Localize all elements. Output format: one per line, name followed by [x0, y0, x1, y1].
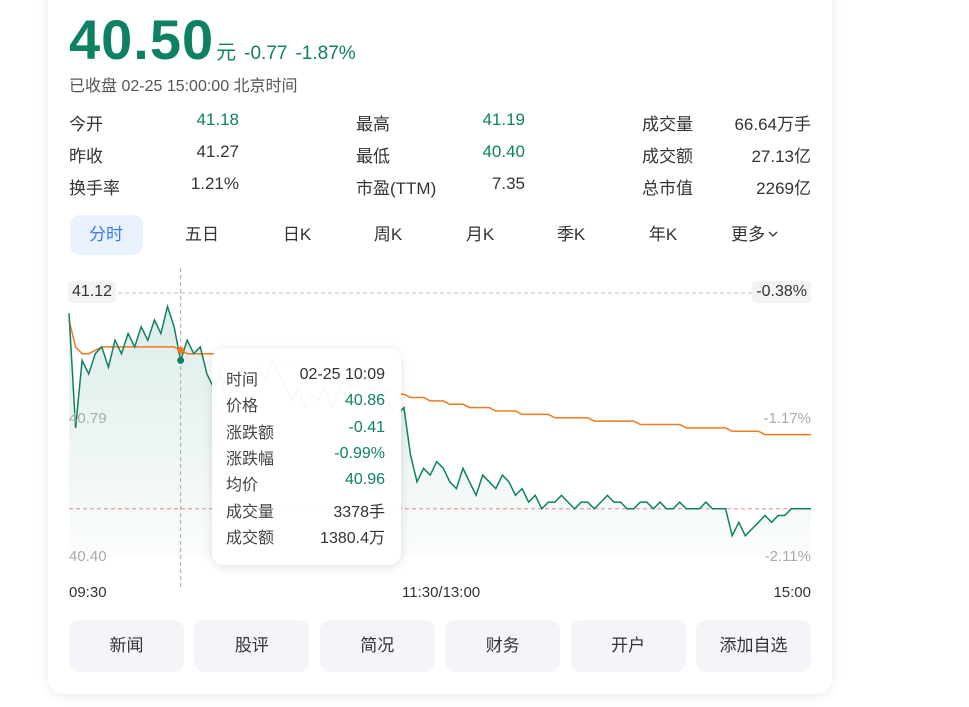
- stat-label: 今开: [69, 115, 103, 134]
- tooltip-key: 时间: [226, 372, 259, 389]
- tooltip-value: 40.96: [344, 471, 385, 489]
- tab-0[interactable]: 分时: [69, 215, 143, 255]
- stat-label: 换手率: [69, 179, 120, 198]
- tooltip-key: 涨跌额: [226, 424, 275, 442]
- tab-4[interactable]: 月K: [445, 215, 515, 255]
- stat-label: 总市值: [642, 179, 693, 198]
- price-change: -0.77: [244, 43, 288, 64]
- tooltip-row: 涨跌幅 -0.99%: [226, 445, 385, 471]
- tooltip-value: -0.41: [348, 418, 385, 436]
- market-status: 已收盘 02-25 15:00:00 北京时间: [69, 78, 298, 95]
- price-change-pct: -1.87%: [295, 43, 356, 64]
- price-unit: 元: [216, 42, 237, 64]
- stat-label: 成交量: [642, 115, 693, 134]
- stat-item: 昨收: [69, 142, 103, 167]
- chart-tooltip: 时间 02-25 10:09 价格 40.86 涨跌额 -0.41 涨跌幅 -0.99% 均价 4…: [212, 348, 401, 565]
- tab-label: 周K: [373, 225, 403, 244]
- average-price-line: [68, 319, 811, 436]
- action-button-1[interactable]: 股评: [194, 620, 310, 672]
- tab-7[interactable]: 更多: [720, 215, 790, 255]
- tooltip-key: 价格: [226, 398, 259, 416]
- stat-value: 27.13亿: [751, 147, 811, 166]
- stat-label: 最低: [356, 147, 390, 166]
- action-button-5[interactable]: 添加自选: [696, 620, 811, 672]
- stat-value: 40.40: [482, 142, 525, 161]
- tab-label: 日K: [282, 225, 312, 244]
- tooltip-value: 02-25 10:09: [299, 366, 385, 383]
- stat-item: 最高: [356, 110, 390, 135]
- x-label-close: 15:00: [773, 584, 811, 601]
- tooltip-row: 成交额 1380.4万: [226, 524, 385, 550]
- x-label-midday: 11:30/13:00: [402, 584, 481, 601]
- tooltip-row: 涨跌额 -0.41: [226, 419, 385, 445]
- tooltip-value: 40.86: [344, 392, 385, 410]
- tooltip-row: 均价 40.96: [226, 471, 385, 497]
- action-button-0[interactable]: 新闻: [69, 620, 184, 672]
- tab-2[interactable]: 日K: [262, 215, 332, 255]
- tooltip-key: 成交量: [226, 503, 275, 521]
- stat-label: 最高: [356, 115, 390, 134]
- stat-value: 41.19: [482, 110, 525, 129]
- stat-value: 41.18: [196, 110, 239, 129]
- stat-value: 2269亿: [756, 179, 811, 198]
- price-line: [68, 303, 811, 538]
- tab-label: 更多: [731, 225, 765, 244]
- tooltip-key: 均价: [226, 477, 259, 495]
- cursor-avg-dot: [177, 346, 185, 354]
- tab-label: 月K: [465, 225, 495, 244]
- y-right-mid-label: -1.17%: [763, 410, 811, 427]
- period-tabs: 分时 五日 日K 周K 月K 季K 年K 更多: [69, 215, 811, 255]
- tooltip-row: 时间 02-25 10:09: [226, 366, 385, 392]
- tooltip-row: 成交量 3378手: [226, 498, 385, 524]
- stat-value: 66.64万手: [734, 115, 811, 134]
- stat-item: 今开: [69, 110, 103, 135]
- stat-item: 最低: [356, 142, 390, 167]
- stat-label: 成交额: [642, 147, 693, 166]
- tab-label: 年K: [648, 225, 678, 244]
- tab-3[interactable]: 周K: [353, 215, 423, 255]
- current-price: 40.50: [69, 8, 215, 71]
- tooltip-key: 成交额: [226, 529, 275, 547]
- stat-item: 市盈(TTM): [356, 174, 436, 199]
- stat-value: 1.21%: [190, 174, 239, 193]
- tooltip-value: -0.99%: [334, 444, 385, 462]
- tooltip-value: 3378手: [333, 503, 385, 521]
- stat-label: 昨收: [69, 147, 103, 166]
- tab-label: 五日: [185, 225, 219, 244]
- stat-value: 41.27: [196, 142, 239, 161]
- stat-item: 换手率: [69, 174, 120, 199]
- y-left-mid-label: 40.79: [69, 410, 107, 427]
- stat-value: 7.35: [491, 174, 525, 193]
- y-right-top-label: -0.38%: [752, 281, 811, 303]
- action-button-2[interactable]: 简况: [319, 620, 435, 672]
- stat-item: 总市值: [642, 174, 693, 199]
- tab-5[interactable]: 季K: [536, 215, 606, 255]
- tooltip-row: 价格 40.86: [226, 392, 385, 418]
- action-buttons: 新闻 股评 简况 财务 开户 添加自选: [69, 620, 811, 672]
- stat-item: 成交额: [642, 142, 693, 167]
- stat-label: 市盈(TTM): [356, 179, 437, 198]
- action-button-4[interactable]: 开户: [570, 620, 686, 672]
- tooltip-value: 1380.4万: [320, 529, 385, 547]
- tab-label: 分时: [89, 225, 123, 244]
- stat-item: 成交量: [642, 110, 693, 135]
- price-row: 40.50 元 -0.77 -1.87%: [69, 10, 356, 70]
- tab-1[interactable]: 五日: [167, 215, 237, 255]
- y-right-bottom-label: -2.11%: [764, 548, 811, 565]
- y-left-bottom-label: 40.40: [69, 548, 107, 565]
- tab-label: 季K: [556, 225, 586, 244]
- action-button-3[interactable]: 财务: [445, 620, 561, 672]
- cursor-price-dot: [177, 356, 185, 364]
- x-label-open: 09:30: [69, 584, 107, 601]
- tooltip-key: 涨跌幅: [226, 450, 275, 468]
- tab-6[interactable]: 年K: [628, 215, 698, 255]
- y-left-top-label: 41.12: [68, 281, 117, 303]
- chevron-down-icon: [768, 231, 778, 237]
